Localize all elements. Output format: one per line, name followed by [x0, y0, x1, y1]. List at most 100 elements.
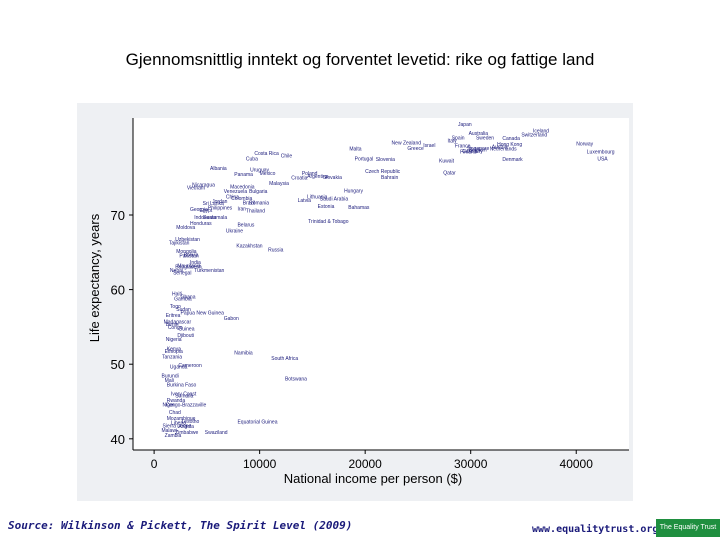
chart-title: Gjennomsnittlig inntekt og forventet lev…	[125, 50, 595, 69]
point-label: Egypt	[199, 208, 212, 214]
point-label: Guinea	[178, 326, 194, 332]
point-label: Luxembourg	[587, 150, 615, 156]
point-label: Georgia	[190, 207, 208, 213]
point-label: Angola	[178, 424, 194, 430]
point-label: Ivory Coast	[171, 391, 197, 397]
point-label: Tajikistan	[169, 241, 190, 247]
point-label: India	[190, 260, 201, 266]
point-label: Canada	[502, 136, 520, 142]
point-label: Kazakhstan	[236, 244, 262, 250]
point-label: Pakistan	[179, 253, 198, 259]
point-label: Spain	[452, 135, 465, 141]
point-label: Sweden	[476, 135, 494, 141]
point-label: Kuwait	[439, 159, 455, 165]
point-label: Equatorial Guinea	[237, 420, 277, 426]
point-label: Zimbabwe	[175, 430, 198, 436]
point-label: Croatia	[291, 176, 307, 182]
point-label: Portugal	[355, 156, 374, 162]
point-label: South Africa	[271, 356, 298, 362]
point-label: Somalia	[175, 394, 193, 400]
point-label: China	[226, 194, 239, 200]
point-label: Cameroon	[178, 363, 202, 369]
point-label: Malta	[349, 147, 361, 153]
point-label: USA	[597, 156, 608, 162]
point-label: Gambia	[174, 297, 192, 303]
point-label: Romania	[249, 200, 269, 206]
point-label: Nepal	[170, 268, 183, 274]
point-label: Denmark	[502, 157, 523, 163]
point-label: Italy	[447, 138, 457, 144]
point-label: Uganda	[170, 364, 188, 370]
point-label: Finland	[460, 150, 477, 156]
point-label: Mozambique	[167, 416, 196, 422]
point-label: Bolivia	[184, 253, 199, 259]
point-label: Burkina Faso	[167, 382, 197, 388]
point-label: Papua New Guinea	[180, 311, 224, 317]
point-label: Belgium	[469, 147, 487, 153]
x-axis-label: National income per person ($)	[284, 471, 462, 486]
point-label: Chad	[169, 410, 181, 416]
point-label: France	[455, 144, 471, 150]
point-label: Belarus	[237, 223, 254, 229]
point-label: Iran	[237, 206, 246, 212]
point-label: Israel	[423, 143, 435, 149]
point-label: Cuba	[246, 156, 258, 162]
point-label: Ethiopia	[165, 349, 183, 355]
x-tick-label: 40000	[560, 457, 594, 471]
point-label: Poland	[302, 171, 318, 177]
point-label: Mongolia	[176, 249, 197, 255]
point-label: Philippines	[208, 206, 233, 212]
point-label: Mauritania	[177, 264, 201, 270]
y-tick-label: 60	[111, 283, 125, 298]
equality-trust-logo: The Equality Trust	[656, 519, 720, 537]
point-label: Eritrea	[166, 313, 181, 319]
point-label: Trinidad & Tobago	[308, 219, 349, 225]
point-label: Tanzania	[162, 355, 182, 361]
y-tick-label: 50	[111, 357, 125, 372]
point-label: Venezuela	[224, 189, 248, 195]
point-label: Hungary	[344, 188, 363, 194]
source-note: Source: Wilkinson & Pickett, The Spirit …	[8, 519, 353, 532]
point-label: Djibouti	[177, 333, 194, 339]
point-label: Thailand	[246, 209, 265, 215]
point-label: Togo	[170, 304, 181, 310]
point-label: Honduras	[190, 221, 212, 227]
point-label: Kenya	[167, 347, 181, 353]
point-label: Malawi	[161, 428, 177, 434]
point-label: Sri Lanka	[203, 201, 224, 207]
point-label: Bangladesh	[175, 264, 202, 270]
point-label: Jordan	[212, 199, 228, 205]
point-label: Australia	[469, 131, 489, 137]
point-label: Colombia	[231, 196, 252, 202]
y-tick-label: 70	[111, 208, 125, 223]
point-label: Bahrain	[381, 175, 398, 181]
point-label: Indonesia	[194, 215, 216, 221]
y-axis-label: Life expectancy, years	[87, 213, 102, 342]
point-label: Vietnam	[187, 185, 205, 191]
point-label: Senegal	[173, 270, 191, 276]
x-tick-label: 10000	[243, 457, 277, 471]
point-label: Bahamas	[348, 205, 370, 211]
point-label: Uzbekistan	[175, 237, 200, 243]
point-label: Ghana	[180, 294, 195, 300]
point-label: Madagascar	[164, 320, 192, 326]
footer-url[interactable]: www.equalitytrust.org.uk	[532, 524, 677, 535]
point-label: Iceland	[533, 129, 549, 135]
point-label: Gabon	[224, 316, 239, 322]
point-label: Nigeria	[166, 337, 182, 343]
x-tick-label: 20000	[348, 457, 382, 471]
point-label: Slovenia	[376, 157, 395, 163]
point-label: Haiti	[172, 291, 182, 297]
point-label: Lesotho	[182, 419, 200, 425]
point-label: Swaziland	[205, 430, 228, 436]
point-label: Sierra Leone	[163, 423, 192, 429]
point-label: Rwanda	[167, 398, 186, 404]
point-label: Guatemala	[203, 215, 228, 221]
plot-area	[133, 118, 629, 450]
point-label: Turkmenistan	[194, 268, 224, 274]
point-label: Switzerland	[521, 132, 547, 138]
scatter-chart: 0 10000 20000 30000 40000 40 50 60 70 Japan Icela…	[87, 118, 629, 486]
point-label: Singapore	[466, 146, 489, 152]
point-label: Panama	[234, 172, 253, 178]
point-label: Argentina	[307, 174, 329, 180]
